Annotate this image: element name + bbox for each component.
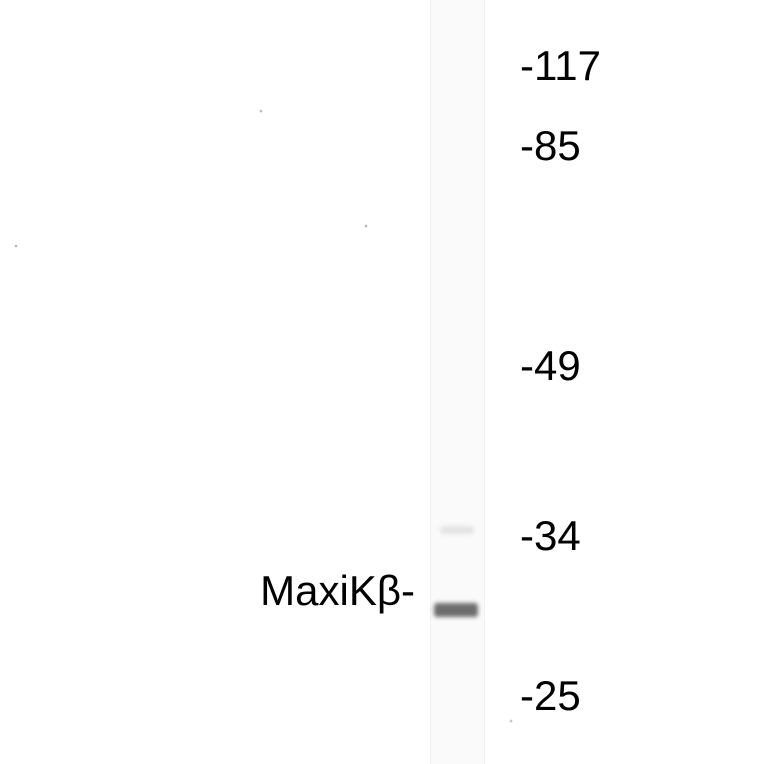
background-noise [260, 110, 262, 112]
protein-band-main [434, 603, 478, 617]
background-noise [510, 720, 512, 722]
background-noise [15, 245, 17, 247]
mw-marker-117: -117 [520, 42, 601, 90]
protein-name-label: MaxiKβ- [260, 567, 415, 615]
mw-marker-85: -85 [520, 122, 581, 170]
western-blot-image: -117 -85 -49 -34 -25 MaxiKβ- [0, 0, 764, 764]
protein-band-faint [440, 526, 474, 534]
gel-lane [430, 0, 485, 764]
background-noise [365, 225, 367, 227]
mw-marker-34: -34 [520, 512, 581, 560]
mw-marker-25: -25 [520, 672, 581, 720]
mw-marker-49: -49 [520, 342, 581, 390]
